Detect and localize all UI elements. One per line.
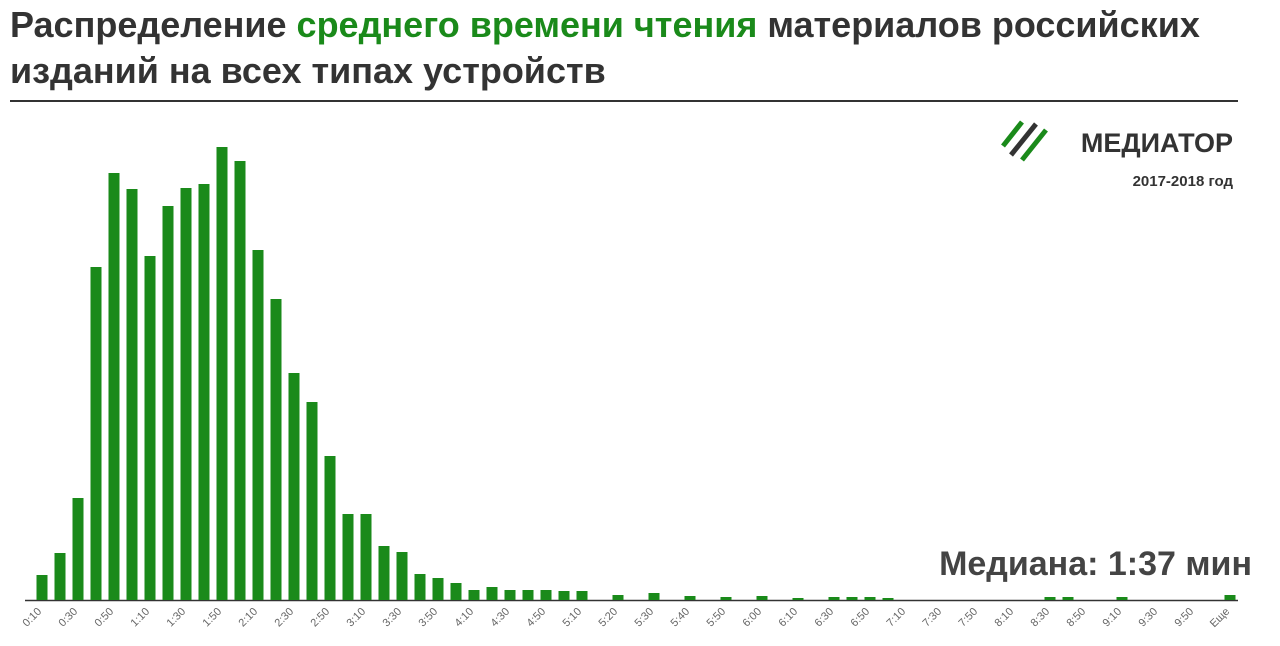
x-tick-label: 1:10 — [129, 606, 153, 630]
bar — [720, 597, 732, 600]
bar — [72, 498, 84, 600]
title-part: материалов российских изданий на всех ти… — [10, 4, 1200, 91]
bar — [180, 188, 192, 600]
bar — [1062, 597, 1074, 600]
bar — [342, 514, 354, 600]
x-tick-label: 2:10 — [237, 606, 261, 630]
x-tick-label: 6:10 — [777, 606, 801, 630]
x-tick-label: 9:10 — [1101, 606, 1125, 630]
bar — [846, 597, 858, 600]
bar — [648, 593, 660, 600]
bar — [216, 147, 228, 600]
x-tick-label: 4:50 — [525, 606, 549, 630]
bar — [576, 591, 588, 600]
x-tick-label: 9:30 — [1137, 606, 1161, 630]
bar — [828, 597, 840, 600]
bar — [612, 595, 624, 600]
bar — [198, 184, 210, 600]
annotation: Медиана: 1:37 мин — [939, 545, 1252, 583]
bar — [126, 189, 138, 600]
x-tick-label: 7:30 — [921, 606, 945, 630]
x-tick-label: 2:50 — [309, 606, 333, 630]
bar — [558, 591, 570, 600]
bar — [756, 596, 768, 600]
bar — [414, 574, 426, 600]
bar — [360, 514, 372, 600]
x-tick-label: 3:30 — [381, 606, 405, 630]
x-tick-label: 7:10 — [885, 606, 909, 630]
x-tick-label: 5:30 — [633, 606, 657, 630]
x-tick-label: 8:30 — [1029, 606, 1053, 630]
bar — [522, 590, 534, 600]
bar — [504, 590, 516, 600]
bar — [450, 583, 462, 600]
x-tick-label: 6:50 — [849, 606, 873, 630]
x-tick-label: 5:50 — [705, 606, 729, 630]
title-highlight: среднего времени чтения — [296, 4, 758, 45]
bar — [90, 267, 102, 600]
bar — [108, 173, 120, 600]
title-rule — [10, 100, 1238, 102]
x-tick-label: 8:10 — [993, 606, 1017, 630]
x-tick-label: 6:00 — [741, 606, 765, 630]
x-tick-label: 3:50 — [417, 606, 441, 630]
x-tick-label: 0:50 — [93, 606, 117, 630]
bar — [378, 546, 390, 600]
x-tick-label: 7:50 — [957, 606, 981, 630]
x-tick-label: 2:30 — [273, 606, 297, 630]
x-tick-label: Еще — [1208, 606, 1232, 630]
bar — [1044, 597, 1056, 600]
x-tick-label: 9:50 — [1173, 606, 1197, 630]
bar — [234, 161, 246, 600]
x-tick-label: 0:30 — [57, 606, 81, 630]
x-tick-label: 4:30 — [489, 606, 513, 630]
bar — [864, 597, 876, 600]
bar — [144, 256, 156, 600]
bar — [306, 402, 318, 600]
x-tick-label: 3:10 — [345, 606, 369, 630]
bar — [162, 206, 174, 600]
bar — [252, 250, 264, 600]
bar — [468, 590, 480, 600]
x-tick-label: 5:20 — [597, 606, 621, 630]
x-tick-label: 0:10 — [21, 606, 45, 630]
bar — [270, 299, 282, 600]
logo-text: МЕДИАТОР — [1081, 128, 1233, 158]
bar — [684, 596, 696, 600]
x-tick-label: 6:30 — [813, 606, 837, 630]
x-tick-label: 1:30 — [165, 606, 189, 630]
bar — [54, 553, 66, 600]
bar — [1116, 597, 1128, 600]
title-part: Распределение — [10, 4, 287, 45]
bar — [36, 575, 48, 600]
bar — [324, 456, 336, 600]
bar — [288, 373, 300, 600]
x-tick-label: 5:40 — [669, 606, 693, 630]
logo-icon — [1001, 120, 1048, 162]
x-tick-label: 5:10 — [561, 606, 585, 630]
bar — [882, 598, 894, 600]
x-tick-label: 4:10 — [453, 606, 477, 630]
bar — [1224, 595, 1236, 600]
bar — [432, 578, 444, 600]
x-tick-label: 1:50 — [201, 606, 225, 630]
x-tick-label: 8:50 — [1065, 606, 1089, 630]
bar — [396, 552, 408, 600]
chart-title: Распределение среднего времени чтения ма… — [10, 2, 1270, 94]
bar — [540, 590, 552, 600]
period: 2017-2018 год — [1133, 173, 1234, 190]
bar — [486, 587, 498, 600]
bar — [792, 598, 804, 600]
